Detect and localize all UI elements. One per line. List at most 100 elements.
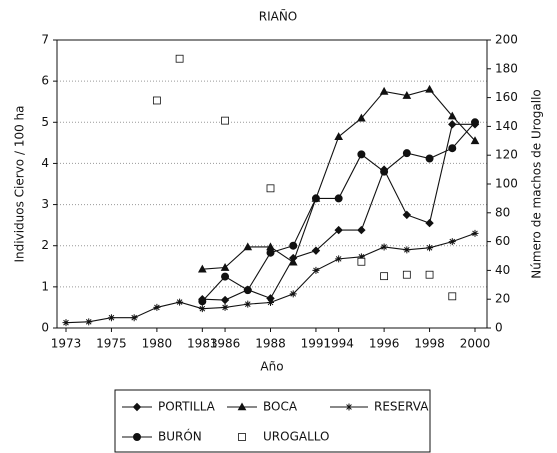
marker-star — [244, 300, 252, 308]
marker-star — [448, 238, 456, 246]
x-tick-label: 1973 — [51, 337, 82, 351]
marker-square — [221, 116, 229, 125]
y-tick-label: 7 — [41, 33, 49, 47]
x-tick-label: 1986 — [210, 337, 241, 351]
y2-tick-label: 80 — [495, 205, 510, 219]
marker-circle — [402, 149, 411, 158]
marker-star — [335, 255, 343, 263]
marker-star — [221, 303, 229, 311]
x-tick-label: 1975 — [96, 337, 127, 351]
y2-tick-label: 200 — [495, 33, 518, 47]
marker-triangle — [288, 257, 298, 266]
marker-square — [402, 270, 411, 279]
x-tick-label: 1998 — [414, 337, 445, 351]
legend-box — [114, 389, 431, 453]
marker-star — [357, 253, 365, 261]
x-axis-label: Año — [260, 360, 283, 374]
marker-star — [471, 229, 479, 237]
legend-marker — [132, 402, 142, 412]
marker-star — [380, 243, 388, 251]
marker-star — [267, 298, 274, 306]
y2-tick-label: 40 — [495, 263, 510, 277]
y2-tick-label: 180 — [495, 61, 518, 75]
series-line — [202, 123, 475, 301]
y2-tick-label: 140 — [495, 119, 518, 133]
marker-circle — [357, 150, 366, 159]
x-tick-label: 1996 — [369, 337, 400, 351]
legend-marker — [237, 402, 247, 411]
marker-diamond — [425, 218, 434, 228]
marker-triangle — [447, 111, 457, 120]
marker-circle — [311, 194, 320, 203]
marker-circle — [266, 248, 275, 257]
marker-diamond — [220, 295, 230, 305]
marker-diamond — [448, 120, 457, 129]
x-tick-label: 1980 — [142, 337, 173, 351]
marker-star — [62, 319, 70, 327]
y-tick-label: 2 — [41, 238, 49, 252]
y2-tick-label: 120 — [495, 148, 518, 162]
marker-circle — [243, 286, 252, 295]
marker-diamond — [334, 225, 343, 235]
marker-triangle — [379, 86, 389, 95]
marker-star — [153, 303, 161, 311]
marker-star — [312, 266, 320, 274]
legend-marker — [345, 403, 353, 411]
chart-title: RIAÑO — [259, 9, 298, 24]
y-tick-label: 6 — [41, 74, 49, 88]
marker-diamond — [311, 246, 321, 255]
y2-tick-label: 100 — [495, 177, 518, 191]
x-tick-label: 1983 — [187, 337, 218, 351]
marker-circle — [198, 297, 207, 306]
marker-circle — [380, 167, 389, 176]
y-tick-label: 1 — [41, 279, 49, 293]
marker-square — [152, 96, 161, 105]
y-axis-label: Individuos Ciervo / 100 ha — [13, 106, 27, 263]
marker-star — [85, 318, 93, 326]
y-tick-label: 5 — [41, 115, 49, 129]
y2-tick-label: 0 — [495, 321, 503, 335]
marker-diamond — [402, 210, 412, 220]
series-line — [202, 88, 476, 270]
x-tick-label: 2000 — [460, 337, 491, 351]
marker-circle — [221, 272, 230, 281]
series-line — [201, 121, 476, 302]
legend-label: BOCA — [263, 400, 298, 414]
y2-tick-label: 60 — [495, 234, 510, 248]
y-tick-label: 0 — [41, 321, 49, 335]
y2-tick-label: 160 — [495, 90, 518, 104]
marker-square — [425, 270, 434, 279]
marker-star — [289, 290, 297, 298]
x-tick-label: 1991 — [301, 337, 332, 351]
marker-circle — [471, 118, 479, 127]
legend-label: PORTILLA — [158, 400, 216, 414]
marker-diamond — [357, 225, 366, 235]
legend-label: BURÓN — [158, 429, 202, 444]
marker-triangle — [402, 91, 412, 99]
marker-circle — [425, 154, 434, 163]
marker-circle — [448, 144, 457, 153]
marker-star — [426, 244, 434, 252]
x-tick-label: 1988 — [255, 337, 286, 351]
y-tick-label: 3 — [41, 197, 49, 211]
legend-label: UROGALLO — [263, 430, 329, 444]
marker-square — [266, 184, 275, 193]
y-tick-label: 4 — [41, 156, 49, 170]
marker-star — [176, 298, 184, 306]
marker-square — [357, 257, 366, 266]
y2-tick-label: 20 — [495, 292, 510, 306]
marker-triangle — [334, 132, 344, 140]
marker-circle — [334, 194, 343, 203]
legend-marker — [238, 433, 246, 441]
marker-triangle — [197, 264, 207, 273]
marker-square — [448, 292, 457, 301]
marker-star — [130, 314, 138, 322]
x-tick-label: 1994 — [323, 337, 354, 351]
marker-triangle — [243, 242, 253, 251]
plot-frame — [56, 39, 488, 329]
marker-square — [175, 54, 184, 63]
marker-circle — [289, 241, 298, 250]
y2-axis-label: Número de machos de Urogallo — [530, 89, 544, 279]
marker-square — [380, 272, 389, 281]
